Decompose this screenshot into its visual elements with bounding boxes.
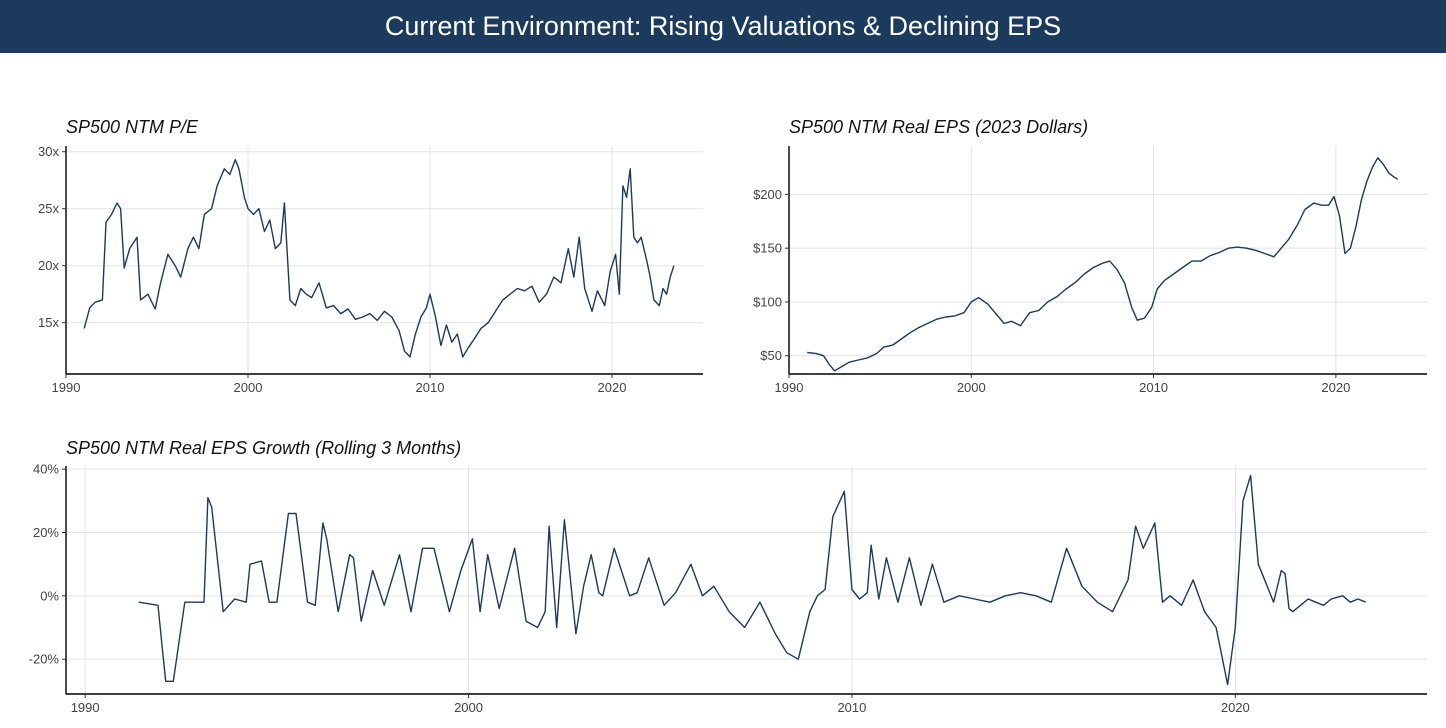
y-tick-label: $100 bbox=[753, 294, 782, 309]
series-line-pe bbox=[83, 158, 675, 358]
chart-title-eps-growth: SP500 NTM Real EPS Growth (Rolling 3 Mon… bbox=[66, 438, 462, 458]
x-tick-label: 2020 bbox=[1321, 380, 1350, 395]
x-tick-label: 1990 bbox=[71, 700, 100, 715]
page-title: Current Environment: Rising Valuations &… bbox=[384, 11, 1062, 41]
y-tick-label: 15x bbox=[38, 315, 59, 330]
y-tick-label: 30x bbox=[38, 144, 59, 159]
x-tick-label: 2010 bbox=[1139, 380, 1168, 395]
x-tick-label: 2000 bbox=[957, 380, 986, 395]
series-line-eps bbox=[807, 157, 1399, 372]
y-tick-label: -20% bbox=[29, 652, 60, 667]
series-line-growth bbox=[138, 474, 1366, 686]
x-tick-label: 2000 bbox=[454, 700, 483, 715]
x-tick-label: 2020 bbox=[598, 380, 627, 395]
chart-title-pe: SP500 NTM P/E bbox=[66, 117, 199, 137]
y-tick-label: 40% bbox=[33, 462, 59, 477]
y-tick-label: 20x bbox=[38, 258, 59, 273]
x-tick-label: 1990 bbox=[775, 380, 804, 395]
x-tick-label: 2010 bbox=[837, 700, 866, 715]
page-title-banner: Current Environment: Rising Valuations &… bbox=[0, 0, 1446, 53]
chart-title-real-eps: SP500 NTM Real EPS (2023 Dollars) bbox=[789, 117, 1089, 137]
y-tick-label: 25x bbox=[38, 201, 59, 216]
y-tick-label: $200 bbox=[753, 187, 782, 202]
y-tick-label: 0% bbox=[40, 588, 59, 603]
x-tick-label: 2020 bbox=[1221, 700, 1250, 715]
y-tick-label: 20% bbox=[33, 525, 59, 540]
x-tick-label: 1990 bbox=[52, 380, 81, 395]
y-tick-label: $150 bbox=[753, 241, 782, 256]
x-tick-label: 2000 bbox=[234, 380, 263, 395]
x-tick-label: 2010 bbox=[416, 380, 445, 395]
y-tick-label: $50 bbox=[760, 348, 782, 363]
